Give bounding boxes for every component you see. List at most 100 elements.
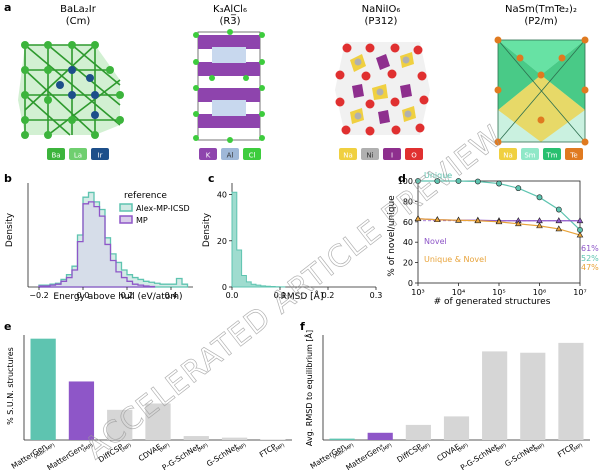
series-point (496, 180, 502, 187)
legend-label-2-0: K (206, 152, 211, 160)
bar-5 (520, 352, 546, 440)
panel-b-legend-title: reference (124, 191, 167, 201)
structure-4-group: (P2/m) (524, 16, 557, 27)
legend-chip-4-0 (499, 148, 517, 160)
legend-swatch-mp (119, 215, 133, 224)
panel-b-xlabel: Energy above hull (eV/atom) (53, 292, 182, 302)
x-tick-label: 10⁶ (533, 288, 546, 297)
panel-b: b Density −0.2 0.0 0.2 0.4 Energy above hul… (4, 172, 193, 302)
category-label-5: G-SchNet (205, 442, 240, 468)
x-tick-label: 10⁴ (452, 288, 465, 297)
legend-label-1-2: Ir (98, 152, 103, 160)
category-sub-3: (MP) (158, 443, 171, 454)
series-point (434, 216, 441, 223)
legend-chip-2-1 (221, 148, 239, 160)
structure-4-render (494, 36, 589, 146)
series-point (576, 217, 584, 224)
panel-f: f Avg. RMSD to equilibrium [Å] MatterGen… (300, 320, 590, 470)
panel-f-ylabel: Avg. RMSD to equilibrium [Å] (303, 330, 314, 446)
hist-alex-mp-icsd (38, 191, 189, 288)
series-label-novel: Novel (424, 237, 447, 246)
series-point (455, 216, 462, 223)
category-label-5: G-SchNet (503, 442, 538, 468)
legend-label-4-3: Te (569, 152, 577, 160)
x-tick-label: 10⁷ (573, 288, 586, 297)
category-sub-5: (MP) (533, 443, 546, 454)
structure-2-group: (R3̅) (219, 14, 240, 27)
series-point (455, 178, 462, 184)
legend-chip-3-3 (405, 148, 423, 160)
x-tick-label: 0.2 (121, 291, 134, 300)
category-sub-6: (MP) (273, 443, 286, 454)
end-label-1: 52% (581, 254, 599, 263)
series-point (555, 225, 563, 232)
structure-3-formula: NaNiIO₆ (362, 4, 401, 15)
structure-4-formula: NaSm(TmTe₂)₂ (505, 4, 577, 15)
legend-label-alex: Alex-MP-ICSD (136, 204, 190, 213)
category-label-3: CDVAE (137, 442, 164, 463)
legend-label-1-1: La (74, 152, 82, 160)
category-label-2: DiffCSP (395, 442, 424, 464)
category-sub-1: (MP) (82, 443, 95, 454)
structure-2-formula: K₃AlCl₆ (213, 4, 247, 15)
hist-mp (38, 201, 156, 288)
chart-f: MatterGen(Alex-MP)MatterGenᵃ(MP) DiffCSP(… (309, 335, 590, 470)
legend-label-3-2: I (391, 152, 393, 160)
panel-c-ylabel: Density (202, 212, 212, 247)
x-tick-label: 0.3 (370, 291, 383, 300)
category-sub-5: (MP) (235, 443, 248, 454)
chart-d: 0 20 40 60 80 100 10³ 10⁴ 10⁵ 10⁶ 10⁷ Unique Novel Un… (398, 171, 599, 297)
x-tick-label: 0.4 (165, 291, 178, 300)
series-point (515, 220, 522, 227)
x-tick-label: 0.0 (77, 291, 90, 300)
series-point (555, 206, 562, 213)
structure-1-group: (Cm) (66, 16, 91, 27)
legend-chip-4-3 (565, 148, 583, 160)
y-tick-label: 80 (403, 197, 413, 206)
legend-label-1-0: Ba (51, 152, 60, 160)
panel-d-letter: d (398, 172, 406, 185)
x-tick-label: 0.1 (274, 291, 287, 300)
panel-e-letter: e (4, 320, 11, 333)
y-tick-label: 40 (217, 191, 227, 200)
bar-6 (558, 342, 584, 440)
structure-1-render (18, 41, 124, 139)
category-sub-1: (MP) (381, 443, 394, 454)
legend-chip-3-0 (339, 148, 357, 160)
y-tick-label: 20 (217, 237, 227, 246)
y-tick-label: 40 (403, 238, 413, 247)
legend-chip-3-1 (361, 148, 379, 160)
legend-label-4-2: Tm (545, 152, 557, 160)
panel-c-xlabel: RMSD [Å] (281, 290, 324, 302)
bar-3 (443, 416, 470, 440)
bar-1 (367, 432, 393, 440)
bar-2 (107, 409, 133, 440)
x-tick-label: −0.2 (29, 291, 48, 300)
series-point (536, 222, 543, 229)
hist-rmsd (231, 191, 286, 288)
bar-3 (145, 403, 171, 440)
series-label-unique-novel: Unique & Novel (424, 255, 486, 264)
bar-1 (68, 381, 95, 440)
panel-e-ylabel: % S.U.N. structures (6, 347, 15, 425)
legend-label-3-3: O (411, 152, 417, 160)
panel-a-letter: a (4, 1, 11, 14)
series-point (414, 215, 422, 222)
chart-b: −0.2 0.0 0.2 0.4 (27, 183, 193, 300)
panel-a: a BaLa₂Ir (Cm) K₃AlCl₆ (R3̅) NaNiIO₆ (P3… (4, 1, 589, 160)
legend-label-3-1: Ni (366, 152, 373, 160)
bar-6 (260, 439, 286, 440)
bar-4 (183, 436, 209, 440)
legend-label-4-1: Sm (524, 152, 535, 160)
category-sub-3: (MP) (457, 443, 470, 454)
structure-legends: Ba La Ir K Al Cl Na Ni I O Na Sm Tm Te (47, 148, 583, 160)
legend-chip-2-0 (199, 148, 217, 160)
category-sub-2: (MP) (120, 443, 133, 454)
y-tick-label: 20 (403, 259, 413, 268)
y-tick-label: 0 (222, 283, 227, 292)
series-point (576, 231, 584, 238)
x-tick-label: 10⁵ (492, 288, 505, 297)
y-tick-label: 0 (408, 279, 413, 288)
series-point (474, 178, 481, 185)
legend-label-4-0: Na (503, 152, 513, 160)
